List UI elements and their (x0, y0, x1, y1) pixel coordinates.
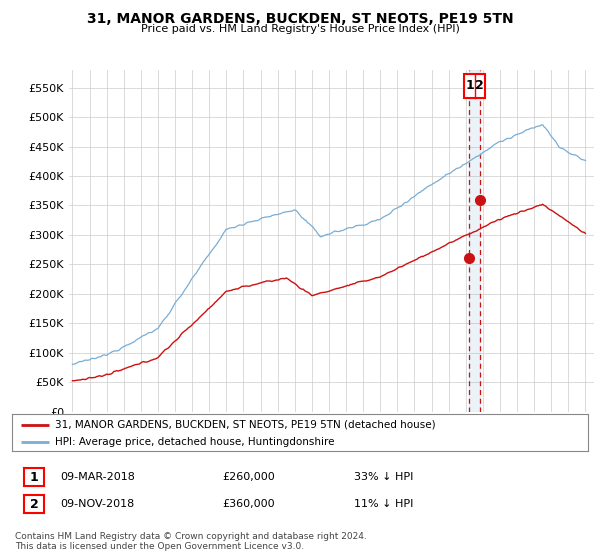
Text: HPI: Average price, detached house, Huntingdonshire: HPI: Average price, detached house, Hunt… (55, 437, 335, 447)
Bar (469, 70, 480, 412)
Text: 1: 1 (465, 79, 474, 92)
Text: £360,000: £360,000 (222, 499, 275, 509)
Text: 31, MANOR GARDENS, BUCKDEN, ST NEOTS, PE19 5TN (detached house): 31, MANOR GARDENS, BUCKDEN, ST NEOTS, PE… (55, 419, 436, 430)
Text: £260,000: £260,000 (222, 472, 275, 482)
Text: Price paid vs. HM Land Registry's House Price Index (HPI): Price paid vs. HM Land Registry's House … (140, 24, 460, 34)
Text: 09-MAR-2018: 09-MAR-2018 (60, 472, 135, 482)
Text: 09-NOV-2018: 09-NOV-2018 (60, 499, 134, 509)
Text: 2: 2 (475, 79, 484, 92)
Text: 1: 1 (29, 470, 38, 484)
Text: 2: 2 (29, 497, 38, 511)
Text: 31, MANOR GARDENS, BUCKDEN, ST NEOTS, PE19 5TN: 31, MANOR GARDENS, BUCKDEN, ST NEOTS, PE… (86, 12, 514, 26)
Text: Contains HM Land Registry data © Crown copyright and database right 2024.
This d: Contains HM Land Registry data © Crown c… (15, 532, 367, 552)
Text: 11% ↓ HPI: 11% ↓ HPI (354, 499, 413, 509)
Text: 33% ↓ HPI: 33% ↓ HPI (354, 472, 413, 482)
FancyBboxPatch shape (464, 73, 485, 99)
